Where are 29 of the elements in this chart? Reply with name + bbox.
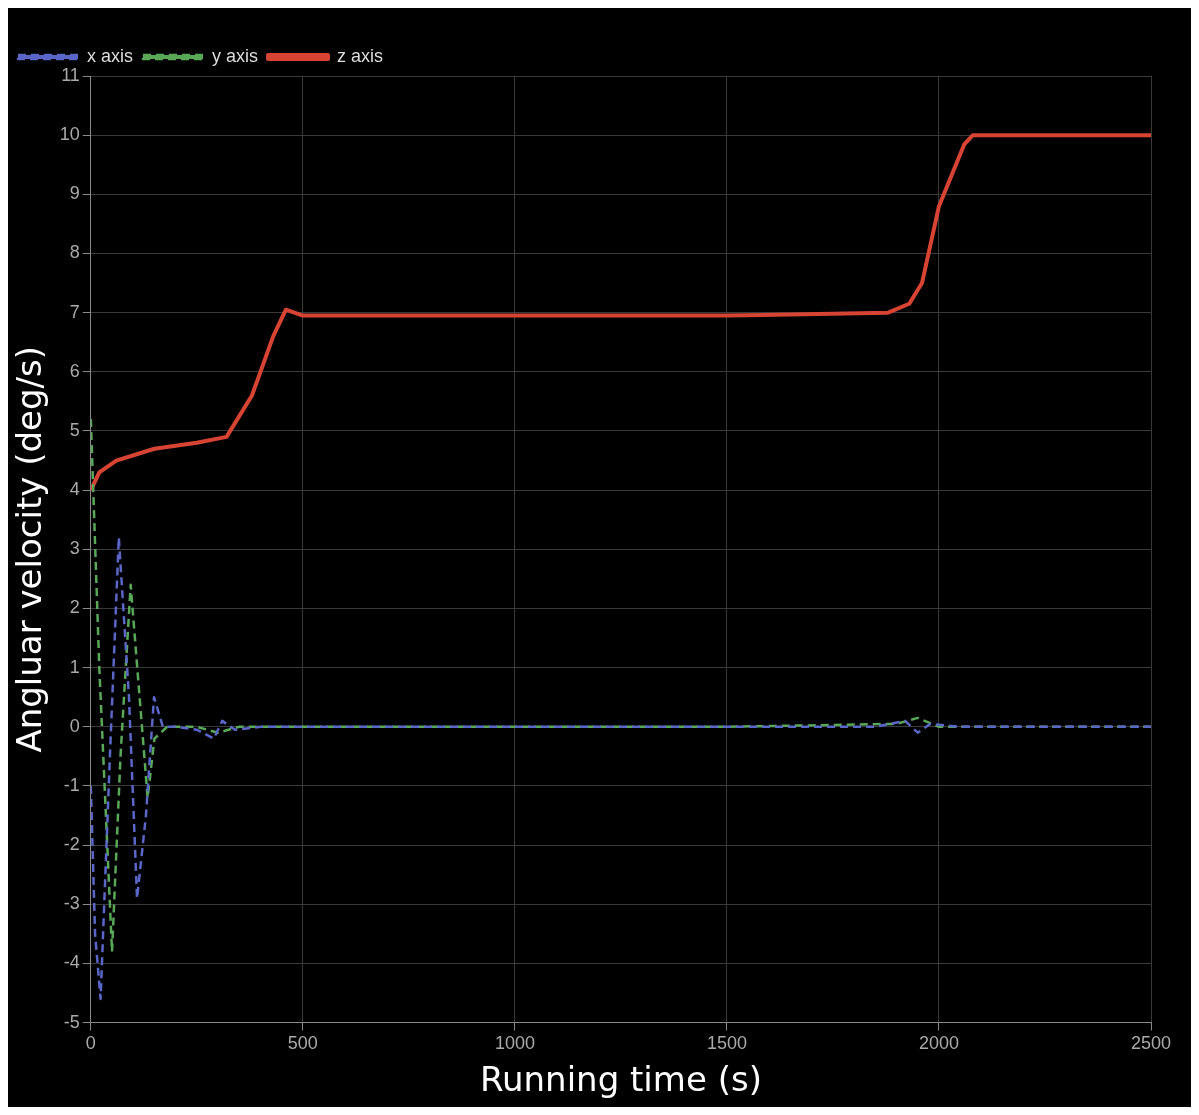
x-tick-label: 500 — [287, 1033, 318, 1054]
x-tick-label: 1000 — [494, 1033, 535, 1054]
x-tick-label: 2500 — [1130, 1033, 1172, 1054]
y-tick-label: -2 — [63, 834, 80, 855]
y-tick-label: 6 — [69, 360, 80, 381]
y-tick-label: -3 — [63, 893, 80, 914]
y-tick-label: -5 — [63, 1011, 80, 1032]
legend-label: y axis — [212, 45, 259, 66]
y-tick-label: -1 — [63, 774, 80, 795]
line-series — [90, 536, 1151, 1001]
x-tick-label: 2000 — [918, 1033, 959, 1054]
y-tick-label: -4 — [63, 952, 80, 973]
x-axis-title: Running time (s) — [479, 1059, 762, 1100]
y-axis-title: Angluar velocity (deg/s) — [9, 346, 50, 753]
y-tick-label: 3 — [69, 538, 80, 559]
y-tick-label: 11 — [61, 64, 80, 85]
legend-label: x axis — [87, 45, 134, 66]
y-tick-label: 10 — [59, 124, 80, 145]
y-tick-label: 9 — [69, 183, 80, 204]
y-tick-label: 0 — [69, 715, 80, 736]
y-tick-label: 8 — [69, 242, 80, 263]
x-tick-label: 0 — [85, 1033, 96, 1054]
legend-label: z axis — [337, 45, 384, 66]
y-tick-label: 1 — [69, 656, 80, 677]
y-tick-label: 4 — [69, 479, 80, 500]
y-tick-label: 5 — [69, 419, 80, 440]
x-tick-label: 1500 — [706, 1033, 747, 1054]
y-tick-label: 7 — [69, 301, 80, 322]
y-tick-label: 2 — [69, 597, 80, 618]
